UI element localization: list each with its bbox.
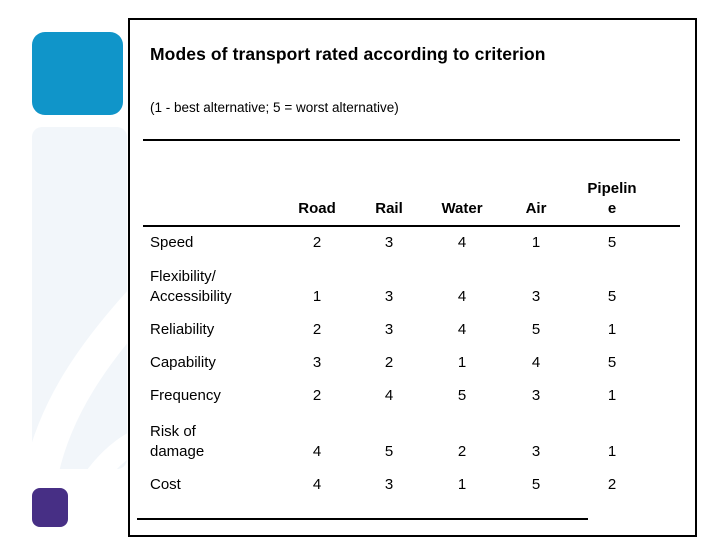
rating-cell: 4 (384, 386, 394, 404)
rating-cell: 2 (457, 443, 467, 460)
column-header-rail: Rail (375, 200, 403, 217)
teal-accent-shape (32, 32, 123, 115)
rating-cell: 1 (607, 443, 617, 460)
row-label: Reliability (150, 320, 215, 338)
rating-cell: 5 (531, 476, 541, 493)
table-row-frequency: Frequency 2 4 5 3 1 (148, 379, 651, 412)
rating-cell: 3 (384, 288, 394, 305)
table-row-capability: Capability 3 2 1 4 5 (148, 346, 651, 379)
rating-cell: 1 (531, 234, 541, 251)
table-row-flexibility: Flexibility/ Accessibility 1 3 4 3 5 (148, 259, 651, 313)
rating-cell: 2 (312, 386, 322, 404)
row-label: Risk of damage (150, 423, 205, 460)
rating-cell: 5 (607, 288, 617, 305)
rating-cell: 2 (312, 234, 322, 251)
table-row-reliability: Reliability 2 3 4 5 1 (148, 313, 651, 346)
rating-cell: 5 (607, 353, 617, 371)
row-label: Capability (150, 353, 216, 371)
rating-cell: 1 (457, 476, 467, 493)
divider-line-top (143, 139, 680, 141)
rating-cell: 1 (312, 288, 322, 305)
rating-cell: 4 (457, 234, 467, 251)
row-label: Frequency (150, 386, 221, 404)
rating-cell: 3 (531, 288, 541, 305)
table-header-row: Road Rail Water Air Pipeline (148, 168, 651, 225)
rating-cell: 4 (457, 320, 467, 338)
rating-cell: 5 (607, 234, 617, 251)
column-header-road: Road (298, 200, 336, 217)
swoosh-graphic (25, 127, 140, 540)
header-underline (143, 225, 680, 227)
column-header-water: Water (441, 200, 483, 217)
row-label: Cost (150, 476, 181, 493)
rating-cell: 3 (384, 234, 394, 251)
rating-cell: 2 (607, 476, 617, 493)
rating-cell: 3 (531, 443, 541, 460)
table-bottom-line (137, 518, 588, 520)
rating-cell: 1 (607, 386, 617, 404)
table-row-risk-of-damage: Risk of damage 4 5 2 3 1 (148, 412, 651, 468)
rating-cell: 5 (457, 386, 467, 404)
table-row-cost: Cost 4 3 1 5 2 (148, 468, 651, 502)
rating-cell: 3 (531, 386, 541, 404)
slide-panel: Modes of transport rated according to cr… (128, 18, 697, 537)
rating-cell: 4 (531, 353, 541, 371)
rating-cell: 1 (457, 353, 467, 371)
rating-cell: 5 (531, 320, 541, 338)
rating-cell: 2 (384, 353, 394, 371)
slide-title: Modes of transport rated according to cr… (150, 44, 546, 64)
rating-cell: 5 (384, 443, 394, 460)
rating-cell: 3 (384, 476, 394, 493)
rating-cell: 4 (457, 288, 467, 305)
slide-subtitle: (1 - best alternative; 5 = worst alterna… (150, 100, 399, 115)
rating-cell: 4 (312, 443, 322, 460)
rating-cell: 3 (312, 353, 322, 371)
rating-cell: 2 (312, 320, 322, 338)
table-row-speed: Speed 2 3 4 1 5 (148, 227, 651, 259)
row-label: Speed (150, 234, 194, 251)
column-header-pipeline: Pipeline (587, 180, 637, 217)
column-header-air: Air (525, 200, 547, 217)
rating-cell: 4 (312, 476, 322, 493)
row-label: Flexibility/ Accessibility (150, 268, 232, 305)
purple-accent-shape (32, 488, 68, 527)
rating-cell: 3 (384, 320, 394, 338)
rating-cell: 1 (607, 320, 617, 338)
